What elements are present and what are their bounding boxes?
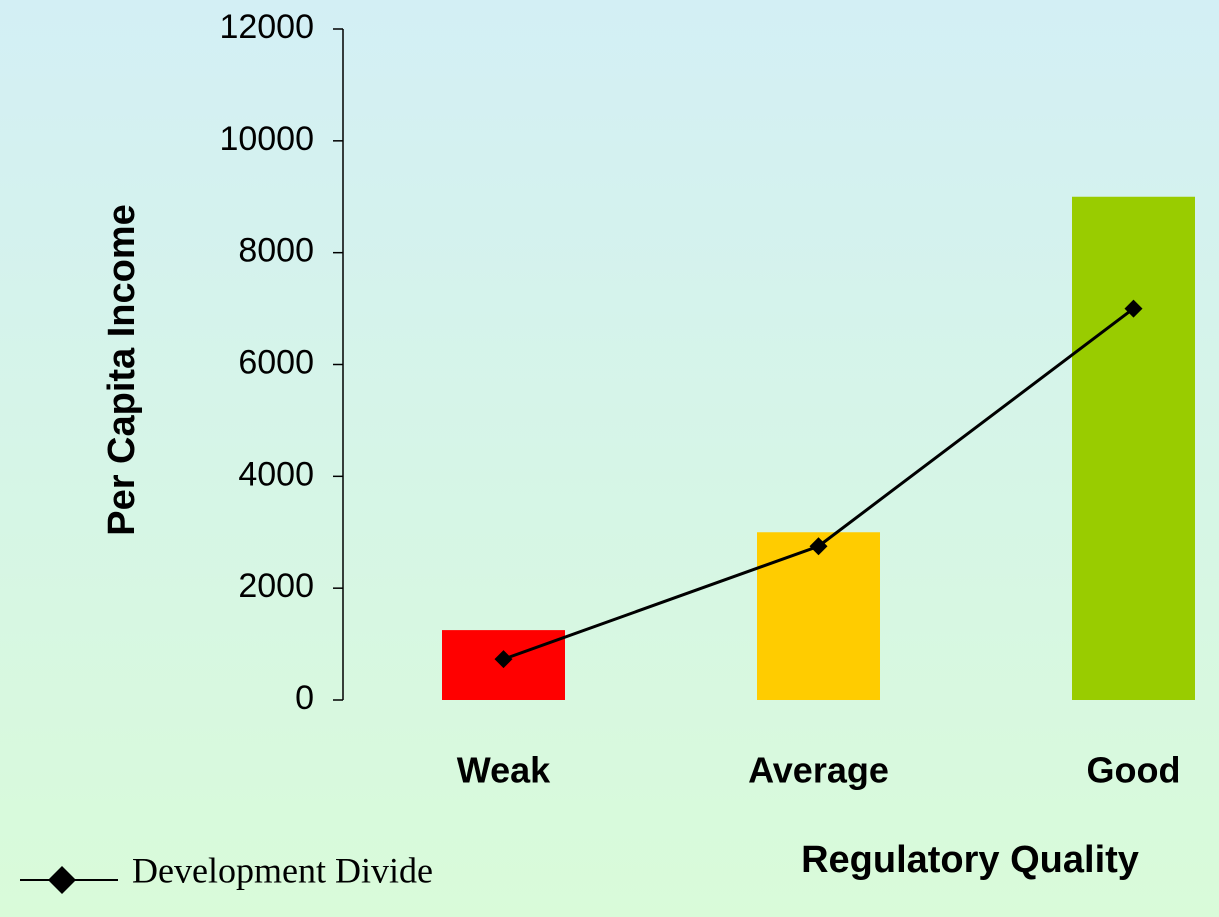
x-tick-label: Weak [457,750,551,791]
line-marker [1124,299,1143,318]
bar [1072,196,1195,700]
y-tick-label: 0 [295,679,314,717]
x-axis-title: Regulatory Quality [801,839,1139,881]
y-tick-label: 2000 [238,567,314,605]
y-tick-label: 4000 [238,455,314,493]
bar [757,532,880,700]
x-tick-label: Good [1087,750,1181,791]
y-tick-label: 12000 [219,8,314,46]
y-tick-label: 8000 [238,232,314,270]
line-marker [809,537,828,556]
y-axis-title: Per Capita Income [101,204,143,536]
line-marker [494,650,513,669]
x-tick-label: Average [748,750,889,791]
legend-marker [48,866,76,894]
legend-label: Development Divide [132,850,433,890]
y-tick-label: 6000 [238,343,314,381]
y-tick-label: 10000 [219,120,314,158]
